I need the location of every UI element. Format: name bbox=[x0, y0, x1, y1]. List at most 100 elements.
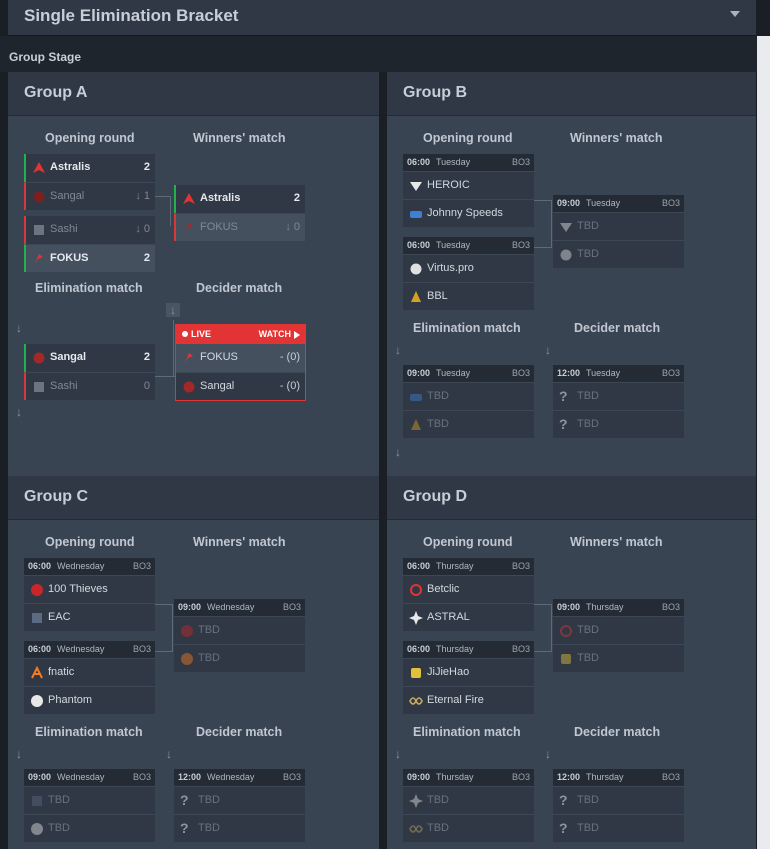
team-name: Astralis bbox=[200, 192, 241, 204]
team-row[interactable]: TBD bbox=[553, 616, 684, 644]
bracket-connector bbox=[155, 376, 175, 377]
team-row[interactable]: Sangal ↓ 1 bbox=[24, 182, 155, 210]
team-row[interactable]: FOKUS 2 bbox=[24, 244, 155, 272]
match-card-elimination[interactable]: Sangal 2 Sashi 0 bbox=[24, 344, 155, 400]
team-row[interactable]: Sashi 0 bbox=[24, 372, 155, 400]
team-name: Astralis bbox=[50, 161, 91, 173]
team-row[interactable]: TBD bbox=[403, 410, 534, 438]
match-card-elimination[interactable]: 09:00 Tuesday BO3 TBD TBD bbox=[403, 365, 534, 438]
col-decider-label: Decider match bbox=[196, 281, 283, 295]
match-card-elimination[interactable]: 09:00 Wednesday BO3 TBD TBD bbox=[24, 769, 155, 842]
arrow-down-icon[interactable]: ↓ bbox=[166, 303, 180, 317]
unknown-team-icon: ? bbox=[180, 792, 189, 808]
team-row[interactable]: TBD bbox=[403, 814, 534, 842]
team-row[interactable]: TBD bbox=[403, 382, 534, 410]
watch-button[interactable]: WATCH bbox=[258, 329, 291, 339]
team-row[interactable]: Johnny Speeds bbox=[403, 199, 534, 227]
team-row[interactable]: Sangal 2 bbox=[24, 344, 155, 372]
sashi-logo-icon bbox=[34, 225, 44, 235]
match-card-opening-2[interactable]: 06:00 Thursday BO3 JiJieHao Eternal Fire bbox=[403, 641, 534, 714]
astral-logo-icon bbox=[409, 611, 423, 625]
arrow-down-icon: ↓ bbox=[395, 747, 401, 761]
team-row[interactable]: ? TBD bbox=[553, 786, 684, 814]
tbd-logo-icon bbox=[31, 823, 43, 835]
match-card-winners[interactable]: 09:00 Wednesday BO3 TBD TBD bbox=[174, 599, 305, 672]
match-header: 09:00 Wednesday BO3 bbox=[24, 769, 155, 786]
team-row[interactable]: TBD bbox=[553, 240, 684, 268]
team-row[interactable]: Astralis 2 bbox=[24, 154, 155, 182]
team-row[interactable]: fnatic bbox=[24, 658, 155, 686]
team-row[interactable]: FOKUS - (0) bbox=[176, 344, 305, 372]
team-row[interactable]: Sangal - (0) bbox=[176, 372, 305, 400]
match-card-opening-2[interactable]: Sashi ↓ 0 FOKUS 2 bbox=[24, 216, 155, 272]
team-row[interactable]: 100 Thieves bbox=[24, 575, 155, 603]
col-elimination-label: Elimination match bbox=[35, 281, 143, 295]
team-row[interactable]: TBD bbox=[174, 616, 305, 644]
team-row[interactable]: HEROIC bbox=[403, 171, 534, 199]
match-card-opening-1[interactable]: Astralis 2 Sangal ↓ 1 bbox=[24, 154, 155, 210]
100-thieves-logo-icon bbox=[31, 584, 43, 596]
group-title: Group A bbox=[24, 84, 88, 101]
match-card-decider-live[interactable]: LIVE WATCH FOKUS - (0) Sangal - (0) bbox=[175, 324, 306, 401]
match-card-elimination[interactable]: 09:00 Thursday BO3 TBD TBD bbox=[403, 769, 534, 842]
team-row[interactable]: Astralis 2 bbox=[174, 185, 305, 213]
team-row[interactable]: Virtus.pro bbox=[403, 254, 534, 282]
match-card-decider[interactable]: 12:00 Tuesday BO3 ? TBD ? TBD bbox=[553, 365, 684, 438]
group-header: Group A bbox=[8, 72, 379, 116]
team-name: Sangal bbox=[50, 351, 87, 363]
group-title: Group D bbox=[403, 488, 467, 505]
team-row[interactable]: EAC bbox=[24, 603, 155, 631]
chevron-down-icon[interactable] bbox=[730, 11, 740, 17]
team-row[interactable]: ? TBD bbox=[174, 786, 305, 814]
group-b: Group B Opening round Winners' match Eli… bbox=[387, 72, 756, 476]
match-card-winners[interactable]: 09:00 Tuesday BO3 TBD TBD bbox=[553, 195, 684, 268]
bracket-title: Single Elimination Bracket bbox=[24, 6, 239, 25]
team-row[interactable]: Phantom bbox=[24, 686, 155, 714]
team-row[interactable]: ? TBD bbox=[553, 382, 684, 410]
team-row[interactable]: ? TBD bbox=[553, 410, 684, 438]
bracket-connector bbox=[534, 604, 552, 652]
match-card-decider[interactable]: 12:00 Wednesday BO3 ? TBD ? TBD bbox=[174, 769, 305, 842]
group-a: Group A Opening round Winners' match Eli… bbox=[8, 72, 379, 476]
match-card-opening-1[interactable]: 06:00 Thursday BO3 Betclic ASTRAL bbox=[403, 558, 534, 631]
team-name: 100 Thieves bbox=[48, 583, 108, 595]
team-row[interactable]: TBD bbox=[24, 814, 155, 842]
team-row[interactable]: TBD bbox=[403, 786, 534, 814]
team-row[interactable]: TBD bbox=[553, 212, 684, 240]
team-score: 2 bbox=[143, 161, 150, 173]
match-card-opening-1[interactable]: 06:00 Tuesday BO3 HEROIC Johnny Speeds bbox=[403, 154, 534, 227]
team-row[interactable]: JiJieHao bbox=[403, 658, 534, 686]
virtus-pro-logo-icon bbox=[410, 263, 422, 275]
match-card-opening-1[interactable]: 06:00 Wednesday BO3 100 Thieves EAC bbox=[24, 558, 155, 631]
team-row[interactable]: ASTRAL bbox=[403, 603, 534, 631]
team-row[interactable]: FOKUS ↓ 0 bbox=[174, 213, 305, 241]
team-row[interactable]: ? TBD bbox=[553, 814, 684, 842]
team-row[interactable]: TBD bbox=[553, 644, 684, 672]
match-header: 12:00 Thursday BO3 bbox=[553, 769, 684, 786]
col-elimination-label: Elimination match bbox=[413, 725, 521, 739]
play-icon[interactable] bbox=[294, 331, 300, 339]
tbd-logo-icon bbox=[32, 796, 42, 806]
tbd-logo-icon bbox=[560, 625, 572, 637]
match-card-opening-2[interactable]: 06:00 Tuesday BO3 Virtus.pro BBL bbox=[403, 237, 534, 310]
team-row[interactable]: Sashi ↓ 0 bbox=[24, 216, 155, 244]
team-row[interactable]: Betclic bbox=[403, 575, 534, 603]
team-row[interactable]: ? TBD bbox=[174, 814, 305, 842]
bracket-header[interactable]: Single Elimination Bracket bbox=[8, 0, 756, 36]
match-header: 12:00 Wednesday BO3 bbox=[174, 769, 305, 786]
match-card-decider[interactable]: 12:00 Thursday BO3 ? TBD ? TBD bbox=[553, 769, 684, 842]
scrollbar[interactable] bbox=[757, 36, 770, 849]
match-card-winners[interactable]: Astralis 2 FOKUS ↓ 0 bbox=[174, 185, 305, 241]
team-name: Sashi bbox=[50, 380, 78, 392]
match-card-opening-2[interactable]: 06:00 Wednesday BO3 fnatic Phantom bbox=[24, 641, 155, 714]
team-row[interactable]: TBD bbox=[24, 786, 155, 814]
match-header: 09:00 Thursday BO3 bbox=[403, 769, 534, 786]
match-card-winners[interactable]: 09:00 Thursday BO3 TBD TBD bbox=[553, 599, 684, 672]
tbd-logo-icon bbox=[560, 249, 572, 261]
team-row[interactable]: Eternal Fire bbox=[403, 686, 534, 714]
live-header[interactable]: LIVE WATCH bbox=[176, 325, 305, 344]
team-row[interactable]: BBL bbox=[403, 282, 534, 310]
col-opening-label: Opening round bbox=[423, 131, 513, 145]
team-row[interactable]: TBD bbox=[174, 644, 305, 672]
bbl-logo-icon bbox=[411, 291, 421, 302]
